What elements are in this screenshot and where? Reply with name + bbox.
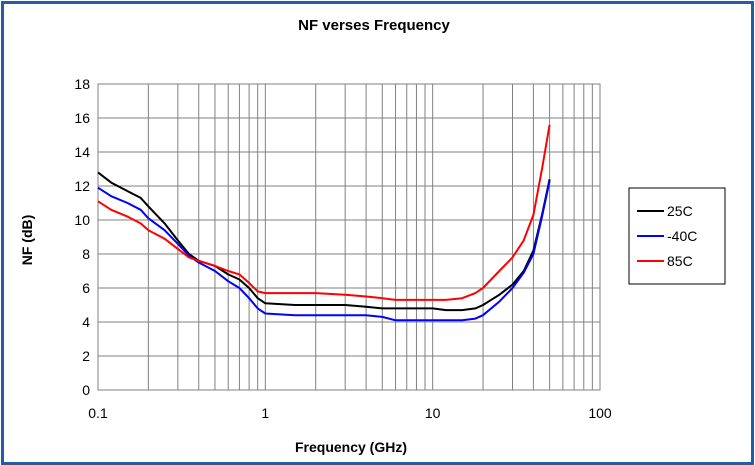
y-tick-label: 16 [74, 110, 90, 126]
grid [97, 83, 600, 391]
y-axis-label: NF (dB) [19, 215, 35, 266]
y-tick-label: 14 [74, 144, 90, 160]
plot-area-border [97, 83, 601, 391]
y-tick-label: 2 [82, 348, 90, 364]
legend-label: -40C [667, 228, 697, 244]
y-tick-label: 6 [82, 280, 90, 296]
y-tick-label: 10 [74, 212, 90, 228]
series-line-85C [97, 124, 551, 301]
chart-title: NF verses Frequency [298, 17, 450, 34]
y-tick-label: 8 [82, 246, 90, 262]
y-tick-label: 12 [74, 178, 90, 194]
legend-label: 85C [667, 253, 693, 269]
legend-label: 25C [667, 203, 693, 219]
x-axis-label: Frequency (GHz) [295, 439, 407, 455]
legend: 25C -40C 85C [628, 187, 726, 285]
series-line--40C [97, 180, 551, 322]
series-lines [97, 124, 551, 322]
x-tick-label: 1 [261, 405, 269, 421]
y-tick-label: 18 [74, 76, 90, 92]
tick-labels: 0 2 4 6 8 10 12 14 16 18 0.1 1 10 100 [74, 76, 611, 421]
x-tick-label: 0.1 [88, 405, 108, 421]
x-tick-label: 100 [588, 405, 612, 421]
y-tick-label: 0 [82, 382, 90, 398]
series-line-25C [97, 171, 551, 312]
x-tick-label: 10 [425, 405, 441, 421]
y-tick-label: 4 [82, 314, 90, 330]
chart-canvas: NF verses Frequency 0 2 4 6 8 10 12 14 16 18 0.1 1 1… [19, 17, 726, 455]
